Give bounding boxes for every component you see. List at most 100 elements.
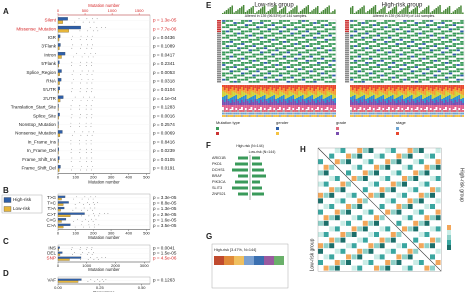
- top-bar: [441, 12, 443, 14]
- tmb-stack: [271, 102, 274, 105]
- h-cell: [362, 198, 368, 204]
- legend-key: [276, 127, 279, 130]
- outlier: [80, 47, 81, 49]
- oncoplot-cell: [271, 28, 275, 31]
- oncoplot-cell: [241, 62, 245, 64]
- tmb-stack: [309, 96, 312, 102]
- oncoplot-cell: [271, 43, 275, 45]
- anno-cell: [460, 112, 463, 115]
- tmb-stack: [456, 105, 459, 110]
- h-cell: [402, 243, 407, 249]
- oncoplot-cell: [317, 78, 321, 81]
- tmb-stack: [326, 105, 329, 107]
- oncoplot-cell: [353, 34, 358, 37]
- oncoplot-cell: [260, 53, 264, 56]
- oncoplot-cell: [256, 59, 260, 62]
- side-bar: [345, 28, 349, 30]
- anno-cell: [462, 112, 464, 115]
- oncoplot-cell: [357, 76, 361, 79]
- outlier: [95, 196, 96, 198]
- box: [57, 212, 85, 215]
- top-bar: [414, 7, 417, 14]
- h-cell: [379, 164, 385, 170]
- oncoplot-cell: [403, 32, 407, 35]
- tmb-stack: [378, 91, 381, 97]
- x-tick-label: 0.50: [138, 285, 147, 290]
- outlier: [71, 73, 73, 75]
- outlier: [86, 249, 87, 250]
- outlier: [90, 105, 92, 107]
- tmb-stack: [315, 85, 317, 89]
- panel-letter: B: [3, 186, 9, 195]
- oncoplot-cell: [237, 59, 241, 62]
- anno-cell: [374, 115, 377, 117]
- tmb-stack: [395, 98, 398, 103]
- oncoplot-cell: [313, 59, 317, 62]
- tmb-stack: [290, 85, 293, 90]
- anno-cell: [254, 110, 257, 112]
- oncoplot-cell: [282, 57, 287, 60]
- tmb-stack: [244, 95, 247, 99]
- tmb-stack: [443, 103, 445, 105]
- oncoplot-cell: [301, 78, 306, 81]
- tmb-stack: [324, 89, 327, 95]
- anno-cell: [410, 115, 413, 117]
- oncoplot-cell: [241, 36, 245, 39]
- top-bar: [439, 5, 441, 14]
- tmb-stack: [351, 96, 354, 102]
- oncoplot-cell: [290, 66, 294, 68]
- h-cell: [368, 260, 374, 265]
- oncoplot-cell: [376, 43, 380, 45]
- tmb-stack: [282, 95, 285, 99]
- anno-cell: [267, 112, 270, 115]
- oncoplot-cell: [244, 30, 249, 33]
- anno-cell: [393, 115, 396, 117]
- oncoplot-cell: [267, 51, 271, 54]
- outlier: [105, 27, 106, 28]
- tmb-stack: [414, 95, 417, 98]
- oncoplot-cell: [361, 78, 365, 81]
- oncoplot-cell: [391, 70, 396, 73]
- oncoplot-cell: [237, 80, 241, 83]
- outlier: [85, 140, 87, 141]
- h-cell: [323, 243, 329, 249]
- tmb-stack: [395, 95, 398, 98]
- h-cell: [390, 237, 396, 243]
- oncoplot-cell: [298, 47, 302, 50]
- oncoplot-cell: [294, 43, 298, 45]
- outlier: [86, 148, 87, 150]
- tmb-stack: [376, 85, 379, 89]
- anno-cell: [380, 115, 383, 117]
- box: [57, 209, 61, 212]
- h-cell: [402, 181, 407, 187]
- anno-cell: [248, 115, 251, 117]
- anno-cell: [416, 110, 419, 112]
- oncoplot-cell: [256, 53, 260, 56]
- tmb-stack: [328, 102, 331, 105]
- oncoplot-cell: [448, 20, 453, 22]
- oncoplot-cell: [414, 70, 418, 73]
- oncoplot-cell: [384, 22, 388, 24]
- oncoplot-cell: [357, 66, 361, 68]
- top-bar: [280, 9, 283, 14]
- outlier: [87, 202, 88, 203]
- anno-cell: [309, 115, 312, 117]
- tmb-stack: [260, 85, 262, 87]
- row-label: In_Frame_Ins: [28, 139, 57, 144]
- oncoplot-cell: [305, 45, 309, 47]
- oncoplot-cell: [263, 51, 268, 54]
- oncoplot-cell: [384, 30, 388, 33]
- gene: DCHS1: [212, 168, 225, 172]
- oncoplot-cell: [263, 45, 268, 47]
- h-cell: [396, 181, 402, 187]
- oncoplot-cell: [279, 57, 283, 60]
- oncoplot-cell: [241, 43, 245, 45]
- oncoplot-cell: [376, 22, 380, 24]
- h-cell: [362, 159, 368, 165]
- oncoplot-cell: [225, 26, 230, 29]
- side-bar: [345, 66, 349, 68]
- oncoplot-cell: [332, 64, 336, 66]
- oncoplot-cell: [225, 47, 230, 50]
- tmb-stack: [422, 85, 425, 91]
- oncoplot-cell: [332, 32, 336, 35]
